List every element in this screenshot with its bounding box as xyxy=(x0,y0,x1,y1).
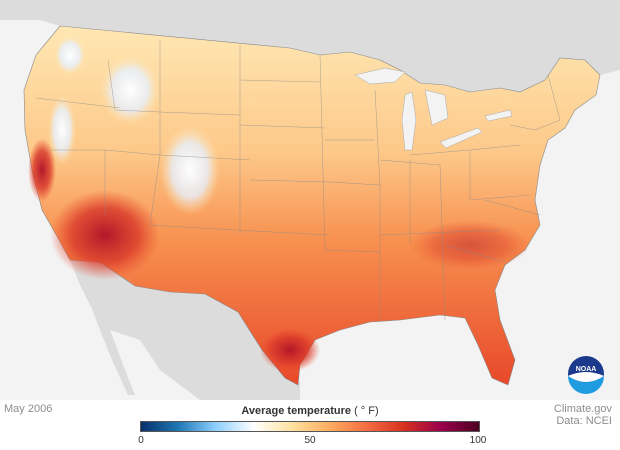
temperature-map: NOAA xyxy=(0,0,620,400)
lake-huron xyxy=(424,89,449,126)
colorbar-tick-max: 100 xyxy=(469,435,487,446)
rockies-cool-region xyxy=(160,125,220,215)
desert-southwest-hot-region xyxy=(50,190,160,280)
state-boundaries xyxy=(35,40,561,321)
baja-california xyxy=(86,268,135,395)
legend-unit: ( ° F) xyxy=(354,405,379,417)
map-date-label: May 2006 xyxy=(4,403,53,415)
lake-superior xyxy=(354,67,406,85)
cascades-cool-region xyxy=(54,35,86,75)
colorbar-tick-min: 0 xyxy=(138,435,144,446)
temperature-colorbar xyxy=(140,421,480,432)
credit-block: Climate.gov Data: NCEI xyxy=(554,403,612,427)
south-texas-hot-region xyxy=(260,328,320,372)
lake-ontario xyxy=(484,109,513,122)
credit-source: Climate.gov xyxy=(553,403,612,415)
lake-erie xyxy=(439,127,483,149)
legend-title: Average temperature ( ° F) xyxy=(140,405,480,417)
map-svg: NOAA xyxy=(0,0,620,400)
contiguous-us xyxy=(23,25,601,386)
legend-title-text: Average temperature xyxy=(241,405,351,417)
noaa-logo-text: NOAA xyxy=(576,366,597,373)
sierra-cool-region xyxy=(48,95,76,165)
central-valley-hot-region xyxy=(28,138,56,202)
credit-data: Data: NCEI xyxy=(556,415,612,427)
canada-landmass xyxy=(0,0,620,92)
noaa-logo: NOAA xyxy=(568,356,604,394)
southeast-hot-region xyxy=(410,220,530,270)
map-footer: May 2006 Average temperature ( ° F) 0 50… xyxy=(0,400,620,450)
mexico-landmass xyxy=(70,260,300,400)
lake-michigan xyxy=(401,91,417,151)
colorbar-tick-mid: 50 xyxy=(304,435,316,446)
